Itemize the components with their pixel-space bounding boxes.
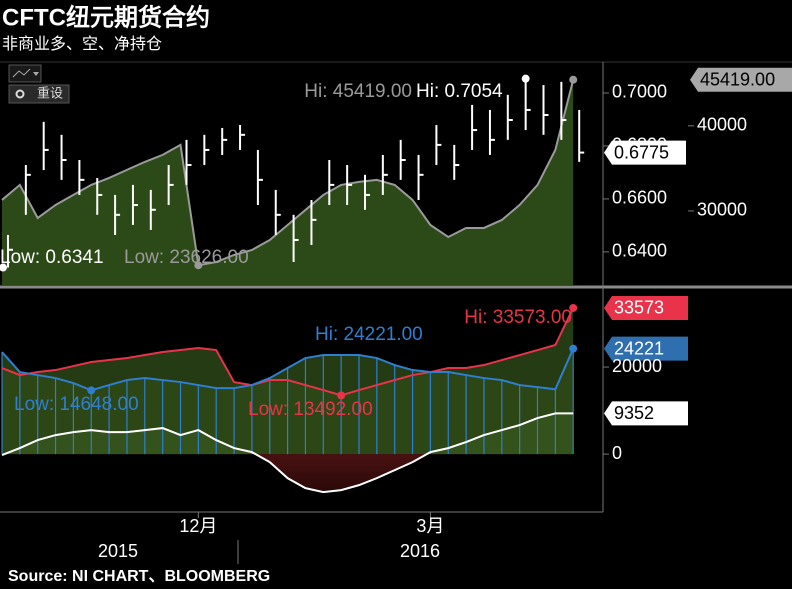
low-label: Low: 23626.00 xyxy=(124,247,249,268)
low-label: Low: 14648.00 xyxy=(14,394,139,415)
last-value-label: 24221 xyxy=(614,338,664,358)
y2-tick-label: 30000 xyxy=(697,200,747,220)
net-area-negative xyxy=(2,454,574,493)
low-label: Low: 13492.00 xyxy=(248,399,373,420)
source: Source: NI CHART、BLOOMBERG xyxy=(8,568,270,585)
title: CFTC纽元期货合约 xyxy=(2,3,210,31)
net-area-positive xyxy=(4,413,574,454)
low-dot xyxy=(0,263,7,272)
series-line xyxy=(1,412,574,494)
x-group-label: 2016 xyxy=(400,541,440,561)
last-value-label-box xyxy=(604,336,688,361)
x-group-label: 2015 xyxy=(98,541,138,561)
last-value-label-box xyxy=(604,401,688,426)
last-position-label-box xyxy=(690,67,792,92)
x-tick-label: 12月 xyxy=(179,516,217,536)
subtitle: 非商业多、空、净持仓 xyxy=(2,35,162,53)
last-price-label-box xyxy=(604,140,686,165)
hi-label: Hi: 0.7054 xyxy=(416,81,503,102)
last-position-label: 45419.00 xyxy=(700,69,775,89)
dropdown-arrow xyxy=(33,72,39,76)
y-tick-label: 0.6600 xyxy=(612,188,667,208)
last-value-label: 9352 xyxy=(614,403,654,423)
series-line xyxy=(1,348,575,392)
hi-label: Hi: 24221.00 xyxy=(315,324,423,345)
position-area xyxy=(2,79,574,285)
y-tick-label: 0.7000 xyxy=(612,82,667,102)
reset-button-bg[interactable] xyxy=(8,84,70,104)
low-label: Low: 0.6341 xyxy=(0,247,104,268)
y-tick-label: 0.6400 xyxy=(612,241,667,261)
series-line xyxy=(1,307,575,397)
chart-icon xyxy=(12,68,31,78)
hi-label: Hi: 45419.00 xyxy=(304,81,412,102)
y2-tick-label: 40000 xyxy=(697,115,747,135)
hi-dot xyxy=(521,74,530,83)
last-price-label: 0.6775 xyxy=(614,142,669,162)
last-value-label-box xyxy=(604,295,688,320)
reset-button[interactable]: 重设 xyxy=(8,84,70,104)
x-tick-label: 3月 xyxy=(416,516,444,536)
reset-icon xyxy=(15,89,25,99)
hi-dot xyxy=(569,75,578,84)
low-dot xyxy=(194,261,203,270)
hi-dot xyxy=(569,303,578,312)
y-tick-label: 20000 xyxy=(612,356,662,376)
last-value-label: 33573 xyxy=(614,298,664,318)
low-dot xyxy=(337,391,346,400)
hi-label: Hi: 33573.00 xyxy=(464,307,572,328)
low-dot xyxy=(87,386,96,395)
plot: Hi: 45419.00 Low: 23626.00 Hi: 0.7054 Low: … xyxy=(0,74,585,494)
hi-dot xyxy=(569,344,578,353)
y-tick-label: 0 xyxy=(612,443,622,463)
reset-label[interactable]: 重设 xyxy=(37,85,63,100)
